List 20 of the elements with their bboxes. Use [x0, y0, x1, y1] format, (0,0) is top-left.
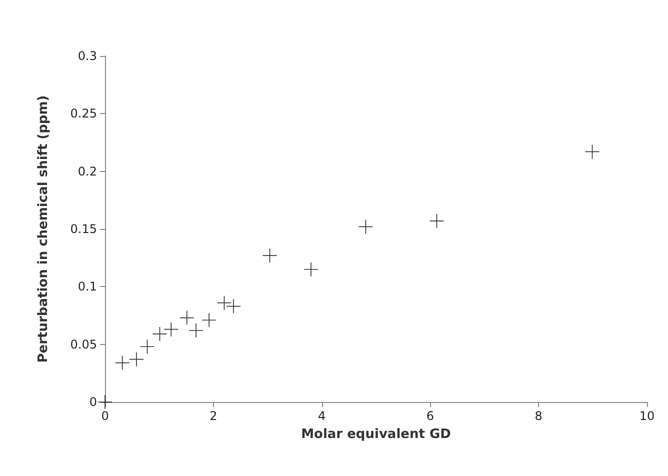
y-tick-label: 0.3	[78, 49, 97, 63]
y-tick-label: 0.1	[78, 280, 97, 294]
point	[189, 323, 204, 338]
y-tick-label: 0.2	[78, 164, 97, 178]
point	[98, 395, 112, 409]
x-tick-label: 2	[210, 409, 218, 423]
y-tick-label: 0	[89, 395, 97, 409]
point	[164, 322, 178, 336]
x-tick-label: 10	[639, 409, 655, 423]
x-axis-title: Molar equivalent GD	[301, 427, 452, 442]
y-tick-label: 0.05	[70, 337, 97, 352]
y-tick-label: 0.25	[70, 106, 97, 121]
point	[304, 262, 318, 276]
x-tick-label: 6	[426, 409, 434, 423]
y-axis-title: Perturbation in chemical shift (ppm)	[36, 95, 51, 363]
x-tick-label: 8	[534, 409, 542, 423]
y-tick-label: 0.15	[70, 222, 97, 236]
point	[202, 313, 216, 328]
x-tick-label: 4	[318, 409, 326, 423]
x-tick-label: 0	[101, 409, 109, 423]
